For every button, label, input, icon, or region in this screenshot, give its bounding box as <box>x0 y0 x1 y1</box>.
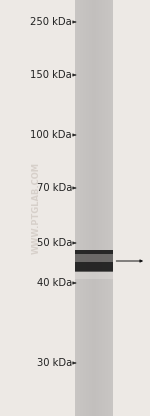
Bar <box>103 0 104 416</box>
Text: 70 kDa: 70 kDa <box>37 183 72 193</box>
Text: 50 kDa: 50 kDa <box>37 238 72 248</box>
Bar <box>111 0 112 416</box>
Bar <box>87 0 88 416</box>
Bar <box>105 0 106 416</box>
Bar <box>82 0 83 416</box>
Bar <box>77 0 78 416</box>
Text: WWW.PTGLAB.COM: WWW.PTGLAB.COM <box>32 162 40 254</box>
Bar <box>80 0 81 416</box>
Bar <box>107 0 108 416</box>
Bar <box>102 0 103 416</box>
Bar <box>88 0 89 416</box>
Text: 100 kDa: 100 kDa <box>30 130 72 140</box>
Bar <box>75 271 112 279</box>
Bar <box>99 0 100 416</box>
Bar <box>108 0 109 416</box>
Bar <box>82 0 83 416</box>
Bar <box>84 0 85 416</box>
Bar <box>76 0 77 416</box>
Text: 40 kDa: 40 kDa <box>37 278 72 288</box>
Bar <box>101 0 102 416</box>
Bar <box>81 0 82 416</box>
Bar <box>110 0 111 416</box>
Bar <box>97 0 98 416</box>
Bar <box>83 0 84 416</box>
Bar <box>91 0 92 416</box>
Bar <box>106 0 107 416</box>
Bar <box>100 0 101 416</box>
Bar <box>75 250 112 272</box>
Bar <box>95 0 96 416</box>
Bar <box>109 0 110 416</box>
Bar <box>92 0 93 416</box>
Bar <box>75 0 76 416</box>
Bar <box>86 0 87 416</box>
Bar <box>93 0 94 416</box>
Bar <box>89 0 90 416</box>
Text: 250 kDa: 250 kDa <box>30 17 72 27</box>
Bar <box>94 0 95 416</box>
Bar <box>90 0 91 416</box>
Text: 30 kDa: 30 kDa <box>37 358 72 368</box>
Bar <box>104 0 105 416</box>
Bar <box>98 0 99 416</box>
Bar <box>96 0 97 416</box>
Text: 150 kDa: 150 kDa <box>30 70 72 80</box>
Bar <box>75 255 112 262</box>
Bar <box>79 0 80 416</box>
Bar <box>78 0 79 416</box>
Bar <box>85 0 86 416</box>
